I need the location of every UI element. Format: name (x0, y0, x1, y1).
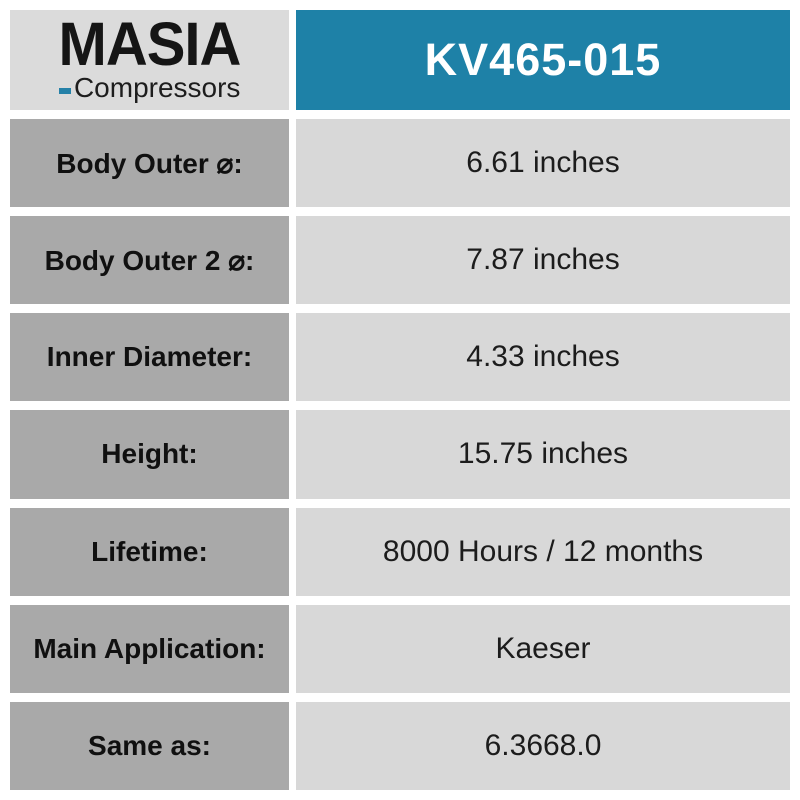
spec-value-inner-diameter: 4.33 inches (296, 313, 790, 402)
part-number-header: KV465-015 (296, 10, 790, 110)
spec-value-height: 15.75 inches (296, 410, 790, 499)
spec-value-main-application: Kaeser (296, 604, 790, 693)
spec-label-lifetime: Lifetime: (10, 507, 289, 596)
spec-label-main-application: Main Application: (10, 604, 289, 693)
spec-label-inner-diameter: Inner Diameter: (10, 313, 289, 402)
brand-tagline: Compressors (73, 72, 241, 103)
brand-logo-inner: MASIA Compressors (58, 10, 242, 104)
spec-label-height: Height: (10, 410, 289, 499)
spec-label-body-outer-2-diameter: Body Outer 2 ⌀: (10, 216, 289, 305)
brand-underline-bar (58, 88, 71, 94)
brand-name: MASIA (58, 10, 242, 79)
spec-value-body-outer-2-diameter: 7.87 inches (296, 216, 790, 305)
brand-tagline-row: Compressors (58, 72, 241, 104)
brand-logo: MASIA Compressors (10, 10, 289, 110)
spec-label-same-as: Same as: (10, 701, 289, 790)
spec-value-body-outer-diameter: 6.61 inches (296, 119, 790, 208)
spec-value-lifetime: 8000 Hours / 12 months (296, 507, 790, 596)
spec-label-body-outer-diameter: Body Outer ⌀: (10, 119, 289, 208)
spec-value-same-as: 6.3668.0 (296, 701, 790, 790)
